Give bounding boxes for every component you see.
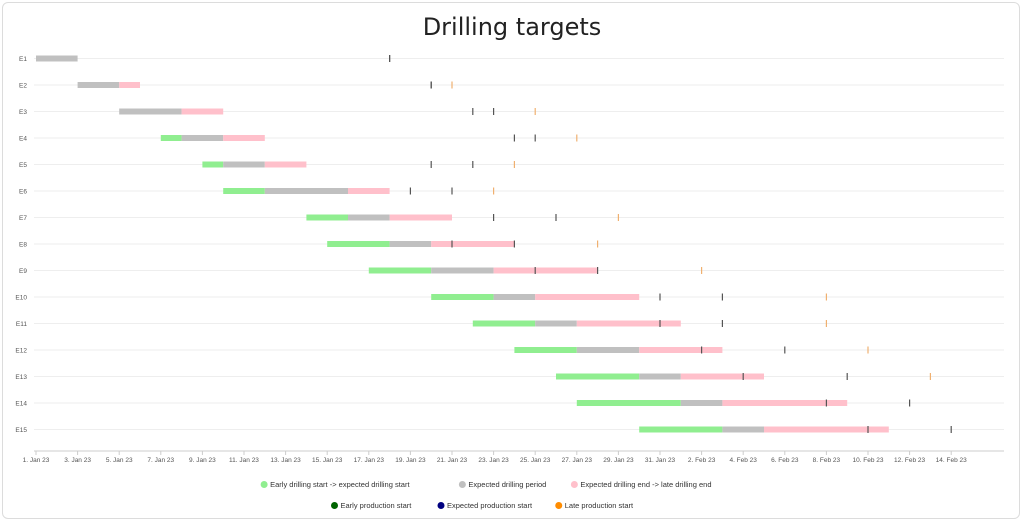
expected-drilling-bar: [264, 188, 348, 194]
row-label: E15: [15, 427, 27, 434]
row-label: E7: [19, 215, 27, 222]
x-tick-label: 10. Feb 23: [852, 457, 883, 464]
early-drilling-bar: [472, 320, 536, 327]
late-drilling-bar: [181, 108, 224, 115]
row-label: E4: [19, 136, 27, 143]
x-tick-label: 13. Jan 23: [270, 457, 301, 464]
x-tick-label: 1. Jan 23: [23, 457, 50, 464]
legend-label: Late production start: [565, 501, 634, 510]
late-drilling-bar: [680, 373, 764, 380]
late-drilling-bar: [264, 161, 307, 168]
row-label: E6: [19, 189, 27, 196]
x-tick-label: 19. Jan 23: [395, 457, 426, 464]
expected-drilling-bar: [223, 161, 265, 168]
legend-label: Early drilling start -> expected drillin…: [270, 480, 410, 489]
x-tick-label: 6. Feb 23: [771, 457, 799, 464]
x-tick-label: 27. Jan 23: [562, 457, 593, 464]
late-drilling-bar: [348, 188, 390, 194]
legend-marker: [331, 502, 338, 509]
row-label: E2: [19, 83, 27, 90]
legend-marker: [260, 481, 268, 488]
legend-label: Expected production start: [447, 501, 533, 510]
expected-drilling-bar: [680, 400, 723, 406]
expected-drilling-bar: [493, 294, 536, 300]
late-drilling-bar: [223, 135, 265, 141]
chart-title: Drilling targets: [422, 13, 602, 41]
early-drilling-bar: [306, 214, 348, 221]
early-drilling-bar: [431, 294, 494, 300]
x-tick-label: 17. Jan 23: [354, 457, 385, 464]
x-tick-label: 3. Jan 23: [64, 457, 91, 464]
legend-marker: [458, 481, 466, 488]
late-drilling-bar: [535, 294, 640, 300]
early-drilling-bar: [514, 347, 577, 353]
legend-label: Expected drilling end -> late drilling e…: [580, 480, 711, 489]
legend-label: Early production start: [341, 501, 413, 510]
x-tick-label: 4. Feb 23: [729, 457, 757, 464]
row-label: E5: [19, 162, 27, 169]
legend-marker: [570, 481, 578, 488]
row-label: E10: [15, 295, 27, 302]
late-drilling-bar: [764, 426, 889, 433]
expected-drilling-bar: [389, 241, 432, 247]
x-tick-label: 14. Feb 23: [936, 457, 967, 464]
expected-drilling-bar: [722, 426, 764, 433]
x-tick-label: 8. Feb 23: [813, 457, 841, 464]
row-label: E8: [19, 242, 27, 249]
x-tick-label: 31. Jan 23: [645, 457, 676, 464]
expected-drilling-bar: [36, 55, 78, 62]
late-drilling-bar: [576, 320, 681, 327]
late-drilling-bar: [722, 400, 848, 406]
x-tick-label: 2. Feb 23: [688, 457, 716, 464]
expected-drilling-bar: [348, 214, 390, 221]
row-label: E14: [15, 401, 27, 408]
late-drilling-bar: [639, 347, 723, 353]
early-drilling-bar: [223, 188, 265, 194]
late-drilling-bar: [119, 82, 140, 88]
expected-drilling-bar: [181, 135, 224, 141]
early-drilling-bar: [576, 400, 681, 406]
expected-drilling-bar: [431, 267, 494, 274]
legend-label: Expected drilling period: [468, 480, 546, 489]
x-tick-label: 15. Jan 23: [312, 457, 343, 464]
late-drilling-bar: [431, 241, 515, 247]
x-tick-label: 12. Feb 23: [894, 457, 925, 464]
late-drilling-bar: [493, 267, 598, 274]
expected-drilling-bar: [77, 82, 120, 88]
x-tick-label: 25. Jan 23: [520, 457, 551, 464]
early-drilling-bar: [368, 267, 432, 274]
early-drilling-bar: [160, 135, 182, 141]
expected-drilling-bar: [535, 320, 577, 327]
early-drilling-bar: [202, 161, 224, 168]
early-drilling-bar: [639, 426, 723, 433]
row-label: E1: [19, 56, 27, 63]
x-tick-label: 7. Jan 23: [147, 457, 174, 464]
expected-drilling-bar: [119, 108, 182, 115]
x-tick-label: 5. Jan 23: [106, 457, 133, 464]
x-tick-label: 21. Jan 23: [437, 457, 468, 464]
row-label: E3: [19, 109, 27, 116]
row-label: E9: [19, 268, 27, 275]
early-drilling-bar: [556, 373, 640, 380]
row-label: E11: [16, 321, 27, 328]
legend-marker: [555, 502, 563, 509]
row-label: E13: [15, 374, 27, 381]
expected-drilling-bar: [639, 373, 681, 380]
x-tick-label: 23. Jan 23: [478, 457, 509, 464]
x-tick-label: 9. Jan 23: [189, 457, 216, 464]
x-tick-label: 29. Jan 23: [603, 457, 634, 464]
legend-marker: [437, 502, 445, 509]
x-tick-label: 11. Jan 23: [229, 457, 259, 464]
row-label: E12: [15, 348, 27, 355]
early-drilling-bar: [327, 241, 390, 247]
expected-drilling-bar: [576, 347, 640, 353]
late-drilling-bar: [389, 214, 452, 221]
